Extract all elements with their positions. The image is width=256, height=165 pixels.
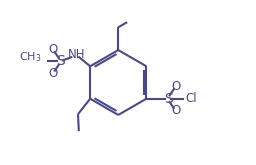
Text: O: O [48, 67, 58, 80]
Text: S: S [164, 92, 173, 106]
Text: O: O [171, 104, 180, 117]
Text: CH$_3$: CH$_3$ [19, 50, 41, 64]
Text: O: O [171, 80, 180, 93]
Text: NH: NH [68, 48, 85, 61]
Text: S: S [56, 54, 65, 68]
Text: O: O [48, 43, 58, 56]
Text: Cl: Cl [185, 92, 197, 105]
